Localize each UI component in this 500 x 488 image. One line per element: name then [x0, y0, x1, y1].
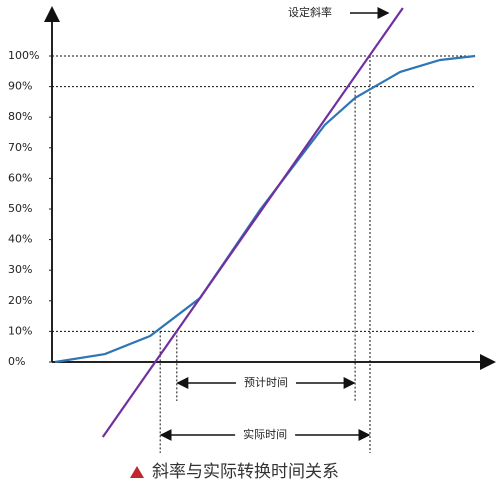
y-tick-label: 50%	[8, 202, 32, 215]
y-tick-label: 70%	[8, 141, 32, 154]
y-tick-label: 0%	[8, 355, 25, 368]
series-label: 设定斜率	[288, 5, 332, 19]
y-tick-label: 30%	[8, 263, 32, 276]
caption-icon	[130, 466, 144, 478]
series-line	[54, 54, 476, 364]
y-tick-label: 90%	[8, 80, 32, 93]
y-tick-label: 20%	[8, 294, 32, 307]
y-tick-label: 100%	[8, 49, 39, 62]
y-tick-label: 60%	[8, 171, 32, 184]
span-label: 预计时间	[244, 376, 288, 389]
y-tick-label: 80%	[8, 110, 32, 123]
caption: 斜率与实际转换时间关系	[152, 462, 339, 482]
span-label: 实际时间	[243, 427, 287, 441]
span-label-bg	[235, 426, 296, 444]
y-tick-label: 40%	[8, 233, 32, 246]
y-tick-label: 10%	[8, 324, 32, 337]
span-label-bg	[235, 374, 296, 392]
series-line	[101, 7, 404, 438]
